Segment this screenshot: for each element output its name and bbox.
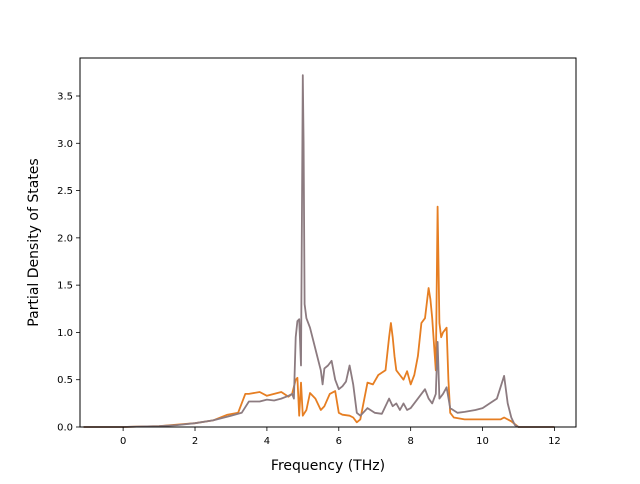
x-tick-label: 0 [120, 436, 126, 447]
x-axis-label: Frequency (THz) [271, 458, 385, 474]
x-tick-label: 6 [336, 436, 342, 447]
x-tick-label: 10 [476, 436, 489, 447]
y-tick-label: 2.5 [57, 186, 73, 197]
y-tick-label: 0.5 [57, 375, 73, 386]
y-tick-label: 0.0 [57, 423, 73, 434]
y-tick-label: 1.5 [57, 281, 73, 292]
y-axis: 0.0 0.5 1.0 1.5 2.0 2.5 3.0 3.5 [57, 92, 80, 434]
series-line-1 [83, 205, 555, 428]
plot-lines [83, 74, 555, 428]
y-tick-label: 1.0 [57, 328, 73, 339]
x-tick-label: 2 [192, 436, 198, 447]
x-axis: 0 2 4 6 8 10 12 [120, 427, 561, 447]
x-tick-label: 12 [548, 436, 561, 447]
series-line-2 [83, 74, 555, 428]
y-tick-label: 3.0 [57, 139, 73, 150]
x-tick-label: 4 [264, 436, 270, 447]
y-tick-label: 2.0 [57, 233, 73, 244]
plot-frame [79, 57, 577, 428]
x-tick-label: 8 [407, 436, 413, 447]
y-tick-label: 3.5 [57, 92, 73, 103]
y-axis-label: Partial Density of States [26, 158, 42, 326]
